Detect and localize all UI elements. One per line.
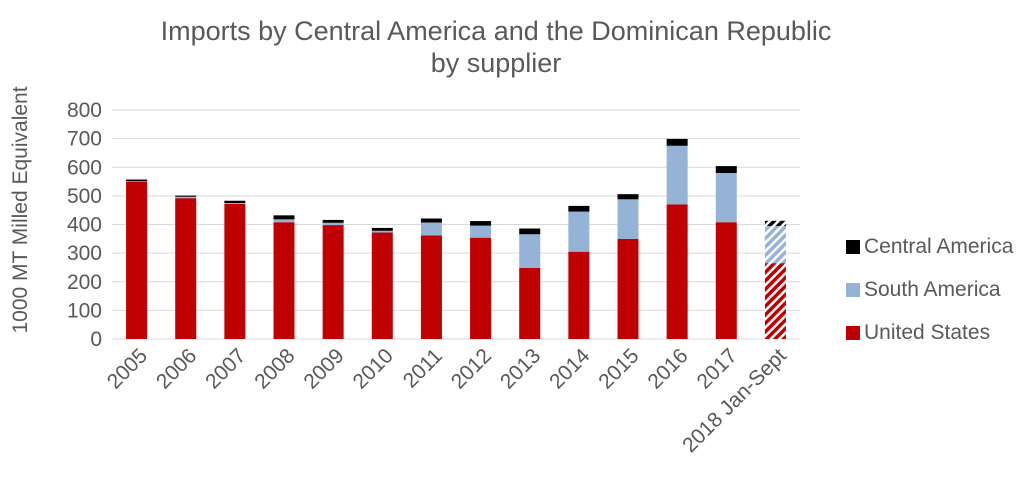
y-tick-label: 500 (67, 185, 102, 208)
bar-central-america-2006 (175, 195, 197, 197)
bar-south-america-2007 (224, 203, 246, 204)
x-tick-label: 2007 (201, 344, 250, 393)
bar-central-america-2010 (371, 227, 393, 231)
bar-central-america-2013 (519, 228, 541, 235)
bar-south-america-2014 (568, 211, 590, 252)
legend-swatch-central-america (846, 240, 860, 254)
bar-south-america-2009 (322, 222, 344, 226)
bar-south-america-2015 (617, 199, 639, 239)
bar-south-america-2013 (519, 234, 541, 269)
bar-south-america-2016 (666, 145, 688, 205)
bar-central-america-2007 (224, 200, 246, 204)
x-tick-label: 2015 (594, 344, 643, 393)
bar-united-states-2018-jan-sept (764, 263, 786, 339)
bar-central-america-2005 (126, 179, 148, 181)
legend-swatch-south-america (846, 283, 860, 297)
bar-south-america-2008 (273, 219, 295, 223)
x-tick-label: 2014 (545, 344, 595, 394)
x-tick-label: 2011 (399, 344, 447, 392)
bar-united-states-2010 (371, 232, 393, 339)
bar-united-states-2005 (126, 181, 148, 339)
bar-central-america-2015 (617, 194, 639, 200)
y-tick-label: 200 (67, 271, 102, 294)
bar-central-america-2011 (420, 218, 442, 223)
y-tick-label: 0 (90, 328, 102, 351)
x-axis-ticks: 2005 2006 2007 2008 2009 2010 2011 2012 2013 2014… (103, 344, 791, 457)
x-tick-label: 2006 (152, 344, 201, 393)
y-tick-label: 100 (67, 299, 102, 322)
bar-central-america-2012 (470, 221, 492, 226)
legend-swatch-united-states (846, 326, 860, 340)
legend-label-south-america: South America (864, 278, 1001, 301)
y-tick-label: 800 (67, 99, 102, 122)
bar-south-america-2018-jan-sept (764, 225, 786, 264)
y-tick-label: 400 (67, 214, 102, 237)
bar-central-america-2014 (568, 205, 590, 212)
x-tick-label: 2012 (447, 344, 496, 393)
gridlines (112, 109, 800, 340)
x-tick-label: 2009 (299, 344, 348, 393)
bar-united-states-2012 (470, 237, 492, 339)
x-tick-label: 2010 (349, 344, 398, 393)
legend: Central America South America United State… (846, 235, 1014, 344)
y-tick-label: 300 (67, 242, 102, 265)
chart-title-line-2: by supplier (431, 48, 562, 78)
y-tick-label: 600 (67, 156, 102, 179)
y-axis-ticks: 0 100 200 300 400 500 600 700 800 (67, 99, 102, 351)
x-tick-label: 2013 (496, 344, 545, 393)
bar-united-states-2009 (322, 225, 344, 339)
bar-central-america-2018-jan-sept (764, 220, 786, 226)
bar-south-america-2017 (715, 172, 737, 223)
bar-central-america-2016 (666, 138, 688, 146)
x-tick-label: 2005 (103, 344, 152, 393)
bar-south-america-2005 (126, 180, 148, 182)
bar-south-america-2012 (470, 225, 492, 238)
chart-title-line-1: Imports by Central America and the Domin… (161, 16, 832, 46)
bar-united-states-2008 (273, 222, 295, 339)
legend-label-united-states: United States (864, 321, 990, 344)
bar-south-america-2006 (175, 196, 197, 199)
bar-south-america-2011 (420, 222, 442, 236)
bar-united-states-2014 (568, 251, 590, 339)
bar-south-america-2010 (371, 230, 393, 233)
x-tick-label: 2016 (643, 344, 692, 393)
bar-united-states-2017 (715, 222, 737, 339)
bar-united-states-2011 (420, 235, 442, 339)
bar-united-states-2007 (224, 203, 246, 339)
bar-united-states-2006 (175, 198, 197, 339)
x-tick-label: 2008 (250, 344, 299, 393)
y-tick-label: 700 (67, 128, 102, 151)
bar-central-america-2009 (322, 219, 344, 223)
legend-label-central-america: Central America (864, 235, 1014, 258)
bars (126, 138, 786, 339)
bar-united-states-2016 (666, 204, 688, 339)
bar-united-states-2013 (519, 268, 541, 339)
y-axis-label: 1000 MT Milled Equivalent (9, 86, 32, 333)
bar-central-america-2017 (715, 166, 737, 173)
bar-central-america-2008 (273, 215, 295, 220)
bar-united-states-2015 (617, 238, 639, 339)
